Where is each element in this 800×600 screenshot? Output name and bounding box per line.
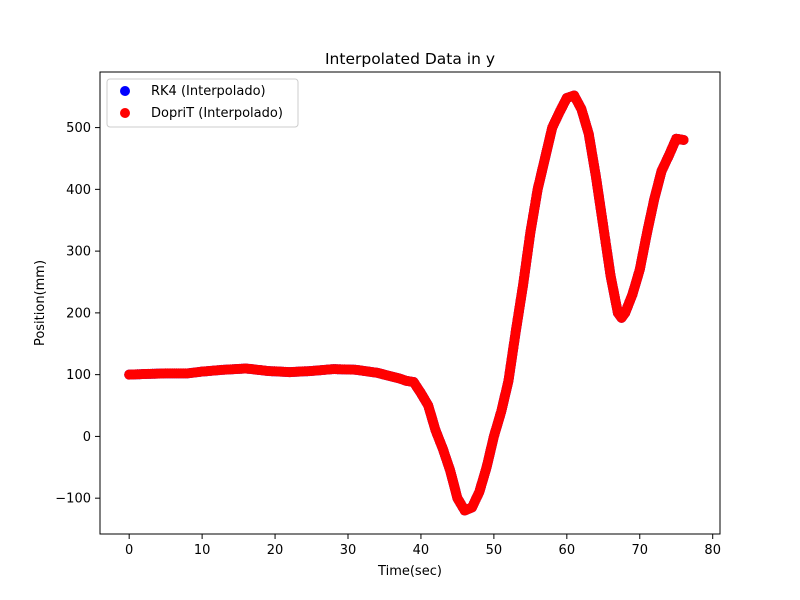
plot-frame [99, 71, 721, 535]
x-tick-label: 10 [194, 543, 211, 558]
y-tick-label: 300 [66, 245, 91, 260]
x-tick-label: 50 [486, 543, 503, 558]
x-tick-label: 20 [267, 543, 284, 558]
y-tick-label: 400 [66, 183, 91, 198]
legend: RK4 (Interpolado) DopriT (Interpolado) [106, 78, 299, 128]
points-layer [124, 90, 689, 516]
legend-label-dopri: DopriT (Interpolado) [151, 106, 283, 121]
legend-marker-rk4 [120, 86, 130, 96]
legend-marker-dopri [120, 108, 130, 118]
y-axis-label: Position(mm) [33, 260, 48, 346]
x-tick-label: 0 [125, 543, 133, 558]
y-tick-label: 200 [66, 306, 91, 321]
data-point [678, 134, 689, 145]
legend-label-rk4: RK4 (Interpolado) [151, 84, 266, 99]
ticks-layer: 0 10 20 30 40 50 60 70 80 −100 0 100 200 300 400 500 [55, 121, 721, 558]
chart-title: Interpolated Data in y [325, 50, 495, 68]
x-axis-label: Time(sec) [377, 564, 442, 579]
x-tick-label: 80 [704, 543, 721, 558]
x-tick-label: 30 [340, 543, 357, 558]
x-tick-label: 60 [559, 543, 576, 558]
x-tick-label: 70 [631, 543, 648, 558]
legend-box [106, 78, 299, 128]
y-tick-label: 500 [66, 121, 91, 136]
y-tick-label: 0 [83, 430, 91, 445]
x-tick-label: 40 [413, 543, 430, 558]
y-tick-label: 100 [66, 368, 91, 383]
series-doprit-interpolado [124, 90, 689, 516]
y-tick-label: −100 [55, 492, 91, 507]
